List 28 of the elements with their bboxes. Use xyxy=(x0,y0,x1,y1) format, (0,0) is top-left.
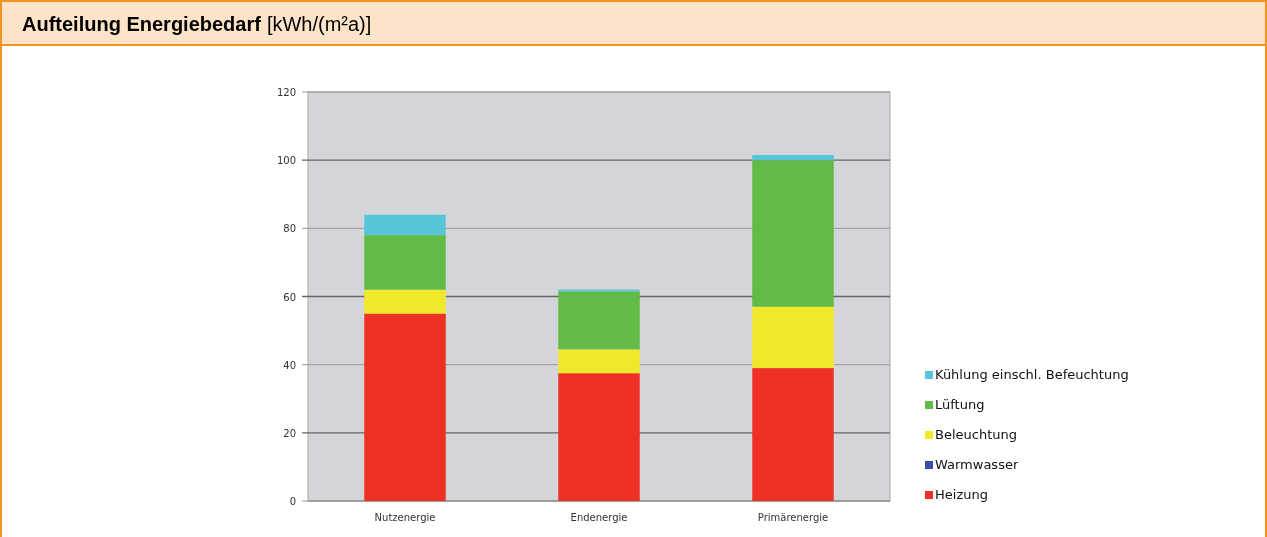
y-tick-label: 0 xyxy=(289,496,296,507)
bar xyxy=(364,313,446,501)
y-tick-label: 100 xyxy=(276,155,296,167)
bar xyxy=(752,306,834,369)
y-tick-label: 60 xyxy=(283,291,296,303)
legend-label: Kühlung einschl. Befeuchtung xyxy=(935,367,1129,382)
y-tick-label: 120 xyxy=(276,87,296,98)
legend-label: Heizung xyxy=(935,487,988,502)
x-tick-label: Nutzenergie xyxy=(374,512,436,523)
y-tick-label: 20 xyxy=(283,427,296,439)
bar xyxy=(558,291,640,350)
x-tick-label: Endenergie xyxy=(570,512,628,523)
bar xyxy=(364,289,446,314)
bar xyxy=(364,214,446,236)
bar xyxy=(558,349,640,374)
legend-label: Warmwasser xyxy=(935,457,1019,472)
y-tick-label: 80 xyxy=(283,223,296,235)
y-tick-label: 40 xyxy=(283,359,296,371)
bar xyxy=(752,160,834,307)
bar xyxy=(752,368,834,501)
x-tick-label: Primärenergie xyxy=(757,512,829,523)
bar xyxy=(558,373,640,501)
legend-label: Beleuchtung xyxy=(935,427,1017,442)
legend-label: Lüftung xyxy=(935,397,985,412)
text: Aufteilung Energiebedarf xyxy=(22,13,262,35)
chart-subtitle: [kWh/(m²a)] xyxy=(266,13,372,35)
bar xyxy=(364,235,446,290)
bar xyxy=(752,155,834,161)
